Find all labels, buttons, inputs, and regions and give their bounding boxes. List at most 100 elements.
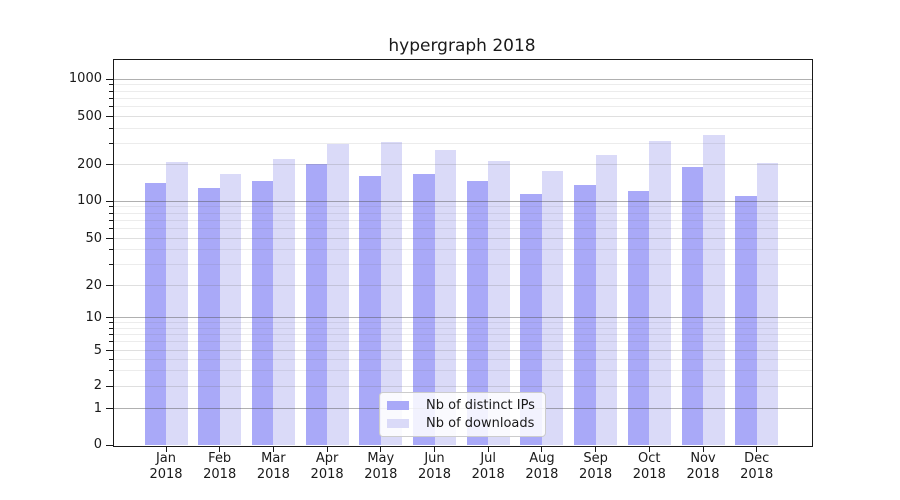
y-tick-label-1000: 1000: [68, 71, 102, 86]
gridline-8: [114, 327, 812, 329]
bar-nb-of-distinct-ips-nov-2018: [681, 167, 703, 445]
gridline-600: [114, 106, 812, 108]
y-tick-10: [106, 317, 113, 318]
y-minortick-700: [109, 97, 113, 99]
y-minortick-80: [109, 212, 113, 214]
gridline-10: [114, 317, 812, 318]
y-minortick-900: [109, 84, 113, 86]
x-tick-apr-2018: [326, 447, 328, 452]
x-tick-label-may-2018: May 2018: [364, 451, 398, 482]
x-tick-nov-2018: [702, 447, 704, 452]
gridline-7: [114, 333, 812, 335]
gridline-30: [114, 264, 812, 266]
gridline-80: [114, 212, 812, 214]
x-tick-dec-2018: [756, 447, 758, 452]
x-tick-label-jun-2018: Jun 2018: [417, 451, 452, 482]
legend-item-downloads: Nb of downloads: [387, 416, 539, 431]
y-minortick-40: [109, 249, 113, 251]
bar-nb-of-distinct-ips-oct-2018: [627, 190, 650, 445]
gridline-3: [114, 369, 812, 371]
legend-label-distinct-ips: Nb of distinct IPs: [426, 398, 535, 413]
y-tick-200: [106, 164, 113, 165]
y-tick-label-500: 500: [77, 108, 102, 124]
y-tick-1: [106, 408, 113, 409]
y-minortick-7: [109, 333, 113, 335]
plot-area: [113, 59, 813, 447]
gridline-70: [114, 219, 812, 221]
y-tick-5: [106, 350, 113, 351]
gridline-6: [114, 341, 812, 343]
x-tick-aug-2018: [541, 447, 543, 452]
x-tick-label-oct-2018: Oct 2018: [632, 451, 666, 482]
bar-nb-of-distinct-ips-jun-2018: [413, 173, 435, 445]
gridline-900: [114, 84, 812, 86]
bar-nb-of-distinct-ips-mar-2018: [251, 181, 274, 445]
bar-nb-of-downloads-jan-2018: [166, 161, 188, 445]
bar-nb-of-downloads-sep-2018: [595, 155, 618, 445]
y-tick-label-100: 100: [77, 193, 102, 208]
bar-nb-of-downloads-dec-2018: [756, 162, 779, 445]
x-tick-label-mar-2018: Mar 2018: [256, 451, 290, 482]
x-tick-sep-2018: [595, 447, 597, 452]
y-tick-label-50: 50: [85, 230, 102, 246]
bar-nb-of-distinct-ips-jan-2018: [144, 183, 166, 445]
legend-swatch-downloads: [387, 419, 409, 428]
y-tick-50: [106, 238, 113, 239]
gridline-20: [114, 285, 812, 286]
chart-title: hypergraph 2018: [388, 36, 536, 56]
legend-swatch-distinct-ips: [387, 401, 409, 410]
gridline-50: [114, 238, 812, 239]
x-tick-label-aug-2018: Aug 2018: [525, 451, 559, 482]
bar-nb-of-downloads-mar-2018: [273, 159, 295, 445]
bar-nb-of-downloads-jul-2018: [488, 160, 510, 445]
x-tick-may-2018: [380, 447, 382, 452]
gridline-5: [114, 350, 812, 351]
y-minortick-600: [109, 106, 113, 108]
bar-nb-of-downloads-apr-2018: [327, 143, 349, 445]
x-tick-mar-2018: [272, 447, 274, 452]
gridline-500: [114, 116, 812, 117]
y-tick-label-5: 5: [93, 342, 102, 358]
y-tick-label-0: 0: [93, 437, 102, 452]
gridline-9: [114, 322, 812, 324]
x-tick-label-jan-2018: Jan 2018: [149, 451, 183, 482]
y-tick-label-2: 2: [93, 378, 102, 393]
gridline-2: [114, 385, 812, 387]
y-tick-500: [106, 116, 113, 117]
x-tick-jul-2018: [487, 447, 489, 452]
y-tick-label-20: 20: [85, 277, 102, 293]
y-tick-label-200: 200: [77, 156, 102, 172]
gridline-800: [114, 90, 812, 92]
y-tick-20: [106, 285, 113, 286]
x-tick-jun-2018: [434, 447, 435, 452]
gridline-200: [114, 164, 812, 165]
legend-label-downloads: Nb of downloads: [426, 416, 535, 431]
gridline-4: [114, 358, 812, 360]
bar-nb-of-distinct-ips-may-2018: [359, 176, 381, 445]
y-minortick-6: [109, 341, 113, 343]
y-minortick-9: [109, 322, 113, 324]
gridline-90: [114, 206, 812, 208]
gridline-300: [114, 142, 812, 144]
bar-nb-of-distinct-ips-feb-2018: [198, 187, 220, 445]
bar-nb-of-distinct-ips-dec-2018: [735, 195, 757, 445]
gridline-40: [114, 249, 812, 251]
x-tick-feb-2018: [219, 447, 221, 452]
y-minortick-8: [109, 327, 113, 329]
legend: Nb of distinct IPs Nb of downloads: [379, 392, 546, 437]
bar-nb-of-downloads-may-2018: [380, 142, 403, 445]
x-tick-jan-2018: [165, 447, 167, 452]
y-minortick-60: [109, 228, 113, 230]
y-tick-label-10: 10: [85, 309, 102, 325]
x-tick-label-sep-2018: Sep 2018: [579, 451, 613, 482]
y-minortick-70: [109, 219, 113, 221]
legend-item-distinct-ips: Nb of distinct IPs: [387, 398, 539, 413]
gridline-100: [114, 200, 812, 202]
bar-nb-of-distinct-ips-jul-2018: [466, 181, 489, 445]
gridline-400: [114, 127, 812, 129]
gridline-60: [114, 228, 812, 230]
x-tick-label-jul-2018: Jul 2018: [471, 451, 505, 482]
x-tick-oct-2018: [648, 447, 650, 452]
y-minortick-400: [109, 127, 113, 129]
